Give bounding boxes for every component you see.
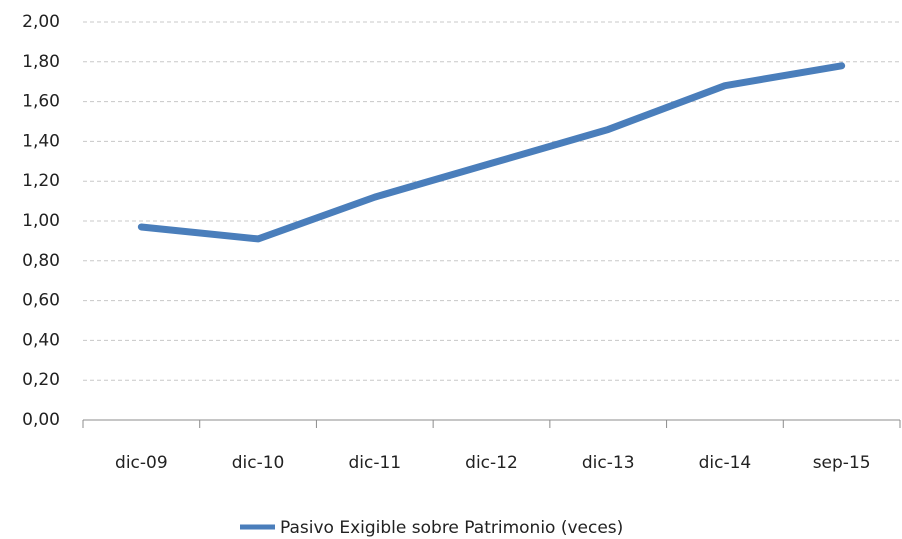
x-tick-label: dic-13 — [582, 453, 635, 473]
y-tick-label: 0,20 — [22, 370, 60, 390]
x-tick-label: dic-11 — [348, 453, 401, 473]
y-tick-label: 1,00 — [22, 211, 60, 231]
y-tick-label: 0,40 — [22, 330, 60, 350]
y-tick-label: 0,00 — [22, 410, 60, 430]
y-tick-label: 1,20 — [22, 171, 60, 191]
y-tick-label: 1,80 — [22, 52, 60, 72]
y-tick-label: 2,00 — [22, 12, 60, 32]
x-tick-label: dic-10 — [232, 453, 285, 473]
data-line — [137, 62, 846, 243]
y-tick-label: 0,60 — [22, 291, 60, 311]
legend-label: Pasivo Exigible sobre Patrimonio (veces) — [280, 518, 623, 538]
x-tick-label: sep-15 — [813, 453, 871, 473]
y-tick-label: 0,80 — [22, 251, 60, 271]
y-tick-label: 1,60 — [22, 92, 60, 112]
x-tick-label: dic-09 — [115, 453, 168, 473]
y-tick-label: 1,40 — [22, 131, 60, 151]
x-tick-label: dic-12 — [465, 453, 518, 473]
x-tick-label: dic-14 — [699, 453, 752, 473]
